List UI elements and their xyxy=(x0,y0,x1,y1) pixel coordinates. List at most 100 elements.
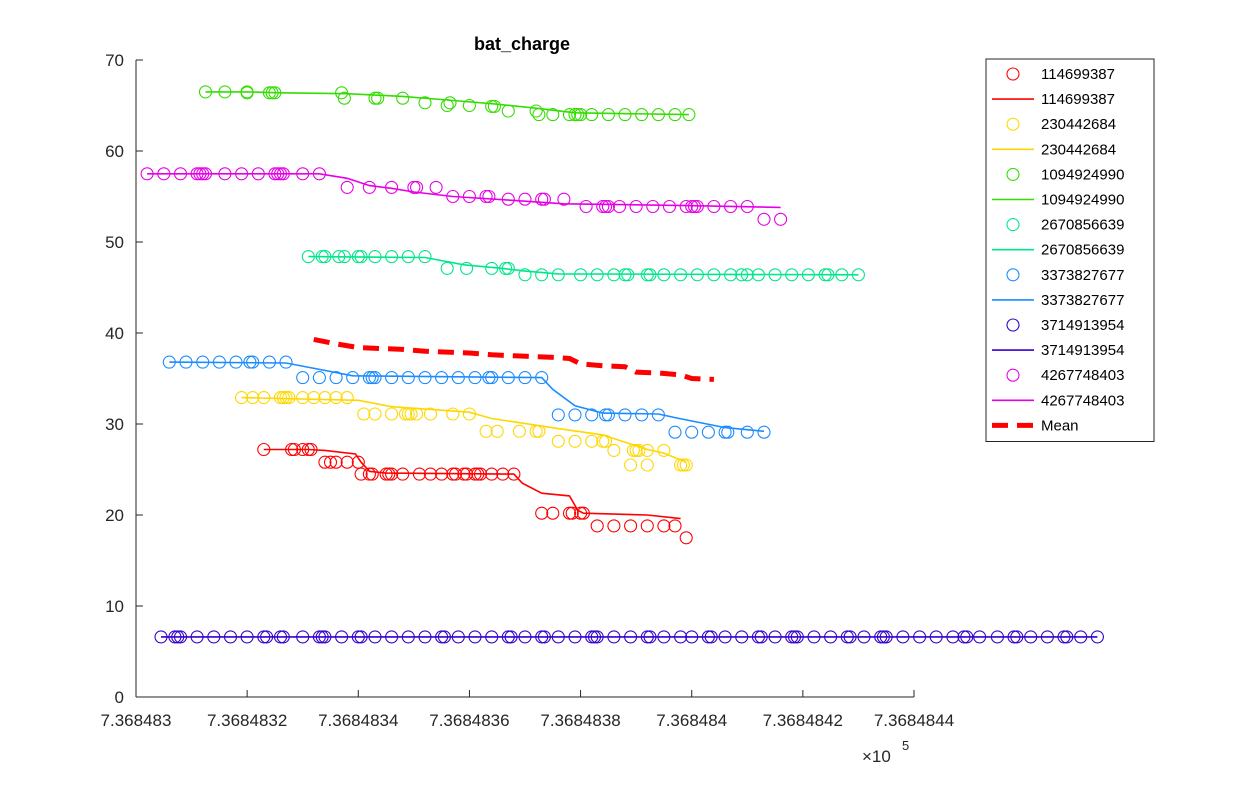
data-point xyxy=(412,467,426,481)
data-point xyxy=(740,425,754,439)
data-point xyxy=(1040,630,1054,644)
data-point xyxy=(562,506,577,520)
data-point xyxy=(640,443,654,457)
data-point xyxy=(1007,630,1021,644)
data-point xyxy=(973,630,987,644)
data-point xyxy=(754,630,768,644)
data-point xyxy=(235,391,249,405)
data-point xyxy=(501,261,515,275)
data-point xyxy=(551,434,565,448)
y-tick-label: 60 xyxy=(105,142,124,161)
data-point xyxy=(768,268,782,282)
data-point xyxy=(329,371,343,385)
data-point xyxy=(398,407,413,421)
data-point xyxy=(268,167,282,181)
data-point xyxy=(140,167,154,181)
data-point xyxy=(632,443,646,457)
data-point xyxy=(418,371,432,385)
legend-item-114699387: 114699387 xyxy=(992,91,1115,108)
data-point xyxy=(385,467,399,481)
data-point xyxy=(574,268,588,282)
data-point xyxy=(296,391,310,405)
data-point xyxy=(568,108,582,122)
legend-item-1094924990: 1094924990 xyxy=(1006,166,1124,183)
legend-marker xyxy=(1006,368,1020,382)
data-point xyxy=(685,425,699,439)
data-point xyxy=(518,268,532,282)
legend-label: Mean xyxy=(1041,417,1079,434)
legend-item-4267748403: 4267748403 xyxy=(1006,367,1124,384)
data-point xyxy=(551,268,565,282)
data-point xyxy=(585,630,599,644)
x-tick-label: 7.3684838 xyxy=(540,711,620,730)
data-point xyxy=(568,434,582,448)
data-point xyxy=(740,199,754,214)
legend-label: 1094924990 xyxy=(1041,192,1124,209)
data-point xyxy=(435,630,449,644)
data-point xyxy=(599,199,613,214)
data-point xyxy=(385,407,399,421)
data-point xyxy=(518,630,532,644)
data-point xyxy=(273,630,288,644)
data-point xyxy=(357,407,371,421)
data-point xyxy=(273,391,288,405)
data-point xyxy=(487,99,501,113)
data-point xyxy=(537,630,551,644)
data-point xyxy=(351,630,365,644)
data-point xyxy=(190,167,204,181)
data-point xyxy=(276,391,290,405)
data-point xyxy=(462,98,476,113)
data-point xyxy=(468,467,482,481)
data-point xyxy=(1057,630,1071,644)
data-point xyxy=(460,261,474,275)
data-point xyxy=(262,355,276,369)
data-point xyxy=(257,442,271,457)
data-point xyxy=(235,167,249,181)
legend-label: 114699387 xyxy=(1041,66,1115,83)
series-line-3373827677 xyxy=(169,361,765,433)
data-point xyxy=(690,199,704,214)
x-exponent-power: 5 xyxy=(902,738,909,753)
legend-marker xyxy=(1006,67,1020,81)
data-point xyxy=(218,85,232,99)
y-tick-label: 20 xyxy=(105,506,124,525)
data-point xyxy=(546,506,560,520)
data-point xyxy=(396,467,410,481)
data-point xyxy=(354,467,368,481)
data-point xyxy=(318,391,332,405)
data-point xyxy=(240,86,254,100)
series-4267748403 xyxy=(140,167,788,226)
data-point xyxy=(301,442,315,457)
data-point xyxy=(787,630,802,644)
data-point xyxy=(599,408,613,422)
data-point xyxy=(551,408,565,422)
legend-marker xyxy=(1006,218,1020,232)
data-point xyxy=(179,355,193,369)
data-point xyxy=(685,630,699,644)
series-1094924990 xyxy=(198,85,696,122)
data-point xyxy=(382,467,396,481)
data-point xyxy=(676,458,690,472)
data-point xyxy=(279,391,293,405)
data-point xyxy=(340,455,354,469)
data-point xyxy=(368,250,382,264)
data-point xyxy=(651,108,665,122)
data-point xyxy=(679,199,693,214)
data-point xyxy=(1024,630,1038,644)
data-point xyxy=(529,424,543,438)
data-point xyxy=(532,424,546,438)
data-point xyxy=(385,630,399,644)
data-point xyxy=(607,630,621,644)
data-point xyxy=(315,250,329,264)
data-point xyxy=(485,261,499,275)
data-point xyxy=(423,467,438,481)
data-point xyxy=(329,455,343,469)
legend-label: 114699387 xyxy=(1041,91,1115,108)
data-point xyxy=(662,199,677,214)
legend-item-2670856639: 2670856639 xyxy=(1006,217,1124,234)
legend-item-Mean: Mean xyxy=(992,417,1079,434)
data-point xyxy=(198,167,213,181)
series-line-114699387 xyxy=(263,448,681,520)
legend-label: 4267748403 xyxy=(1041,392,1124,409)
